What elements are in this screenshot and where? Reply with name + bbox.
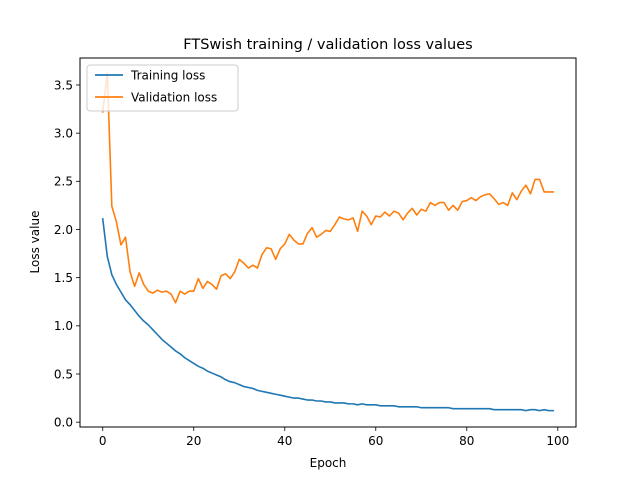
- x-tick-label: 60: [368, 434, 383, 448]
- y-tick-label: 1.0: [54, 319, 73, 333]
- chart-title: FTSwish training / validation loss value…: [183, 37, 472, 53]
- y-axis-label: Loss value: [28, 211, 42, 274]
- y-tick-label: 3.5: [54, 78, 73, 92]
- x-tick-label: 40: [277, 434, 292, 448]
- legend-box: [86, 64, 239, 112]
- x-axis-ticks: 0 20 40 60 80 100: [99, 427, 569, 448]
- y-axis-ticks: 0.0 0.5 1.0 1.5 2.0 2.5 3.0 3.5: [54, 78, 80, 429]
- legend: Training loss Validation loss: [86, 64, 239, 112]
- y-tick-label: 3.0: [54, 126, 73, 140]
- plot-area: [79, 57, 577, 428]
- y-tick-label: 2.5: [54, 175, 73, 189]
- x-tick-label: 0: [99, 434, 107, 448]
- legend-label-training: Training loss: [130, 69, 205, 83]
- y-tick-label: 0.5: [54, 367, 73, 381]
- x-tick-label: 80: [459, 434, 474, 448]
- series-layer: [101, 72, 555, 412]
- series-line-validation-loss: [101, 72, 555, 304]
- x-tick-label: 100: [546, 434, 569, 448]
- legend-label-validation: Validation loss: [131, 91, 217, 105]
- plot-frame: [79, 57, 577, 428]
- y-tick-label: 0.0: [54, 415, 73, 429]
- x-tick-label: 20: [186, 434, 201, 448]
- y-tick-label: 1.5: [54, 271, 73, 285]
- y-tick-label: 2.0: [54, 223, 73, 237]
- series-line-training-loss: [101, 218, 555, 412]
- x-axis-label: Epoch: [310, 456, 347, 470]
